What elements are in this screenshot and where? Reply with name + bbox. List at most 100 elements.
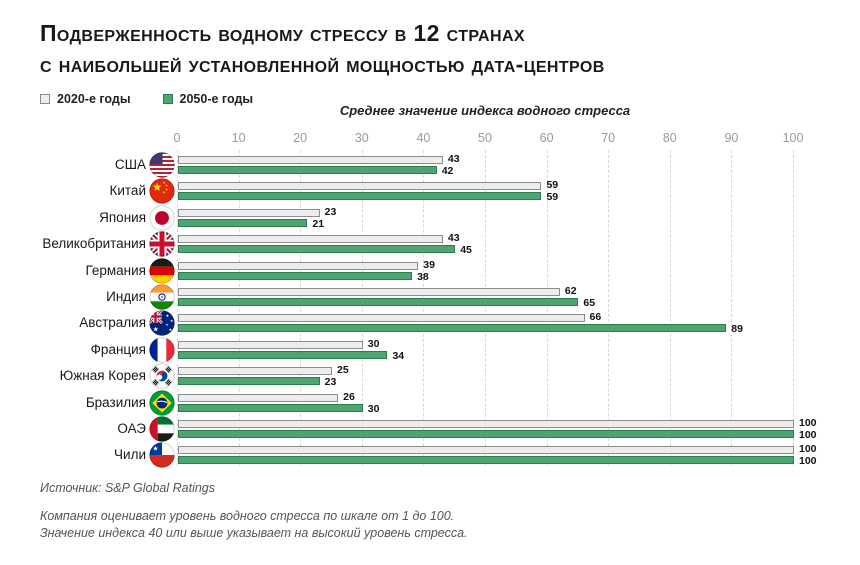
bar-2050s [178,377,320,386]
flag-cn-icon [149,178,175,204]
legend-label-2050s: 2050-е годы [179,92,254,106]
x-axis-tick-label: 60 [539,131,554,145]
bar-value-2050s: 38 [417,270,429,283]
bar-value-2050s: 45 [460,244,472,257]
bar-value-2020s: 100 [799,443,817,456]
bar-value-2020s: 23 [324,205,337,218]
x-axis-tick-label: 70 [601,131,616,145]
flag-de-icon [149,258,175,284]
footnote-line2: Значение индекса 40 или выше указывает н… [40,526,468,540]
x-axis-tick-label: 20 [293,131,308,145]
gridline [546,150,548,466]
flag-au-icon [149,310,175,336]
bar-value-2020s: 43 [447,153,460,165]
country-label: Франция [90,341,146,357]
bar-2050s [178,192,542,201]
bar-2020s [178,340,363,349]
bar-value-2050s: 30 [367,402,380,415]
legend-swatch-2050s-icon [162,94,173,104]
bar-value-2020s: 62 [564,285,577,297]
legend-label-2020s: 2020-е годы [57,92,131,106]
chart-title-line2: с наибольшей установленной мощностью дат… [40,51,605,77]
gridline [608,150,610,466]
bar-2020s [178,182,542,191]
x-axis-tick-label: 30 [354,131,369,145]
country-label: Южная Корея [59,368,146,384]
x-axis-tick-label: 80 [662,131,677,145]
country-label: Германия [85,262,146,278]
country-label: Япония [99,209,146,225]
gridline [731,150,733,466]
x-axis-tick-label: 40 [416,131,431,145]
legend: 2020-е годы 2050-е годы [40,92,253,106]
gridline [177,150,178,466]
bar-value-2050s: 21 [312,217,325,230]
legend-item-2050s: 2050-е годы [162,92,254,106]
country-label: ОАЭ [117,421,146,436]
bar-2020s [178,261,419,270]
bar-value-2020s: 25 [337,364,349,377]
bar-value-2050s: 65 [583,297,596,309]
country-label: Бразилия [85,394,146,410]
gridline [669,150,671,466]
gridline [300,150,302,466]
x-axis-tick-label: 0 [173,131,181,145]
flag-us-icon [149,152,175,178]
bar-value-2020s: 59 [546,179,559,192]
gridline [423,150,425,466]
footnote: Компания оценивает уровень водного стрес… [40,508,468,542]
bar-value-2050s: 42 [441,165,454,177]
bar-2020s [178,288,560,296]
flag-in-icon [149,284,175,310]
gridline [485,150,486,466]
bar-2020s [178,446,794,455]
bar-2020s [178,208,320,217]
bar-2050s [178,245,456,254]
flag-gb-icon [149,231,175,257]
bar-value-2020s: 39 [423,258,435,271]
flag-cl-icon [149,442,175,468]
flag-fr-icon [149,337,175,363]
bar-value-2050s: 34 [392,349,405,362]
bar-value-2020s: 26 [343,390,355,403]
bar-2020s [178,235,443,244]
bar-2050s [178,324,727,333]
gridline [793,150,794,466]
legend-swatch-2020s-icon [40,94,50,104]
bar-value-2020s: 100 [799,417,817,429]
bar-2050s [178,298,579,306]
bar-value-2050s: 89 [731,323,743,336]
bar-2050s [178,218,308,227]
flag-jp-icon [149,205,175,231]
gridline [361,150,363,466]
bar-2050s [178,271,413,280]
country-label: Индия [106,289,146,304]
legend-item-2020s: 2020-е годы [40,92,131,106]
bar-2050s [178,166,437,174]
gridline [238,150,240,466]
bar-value-2020s: 66 [589,311,602,324]
country-label: Великобритания [42,236,146,252]
x-axis-tick-label: 10 [231,131,246,145]
bar-2020s [178,314,585,323]
bar-value-2050s: 59 [546,191,559,204]
bar-value-2050s: 23 [324,376,337,389]
flag-br-icon [149,390,175,416]
bar-value-2020s: 30 [367,337,380,350]
flag-kr-icon [149,363,175,389]
x-axis-tick-label: 100 [782,131,804,145]
source-note: Источник: S&P Global Ratings [40,481,216,495]
bar-2020s [178,420,794,428]
bar-2020s [178,367,332,376]
bar-value-2050s: 100 [799,455,817,468]
chart-title-line1: Подверженность водному стрессу в 12 стра… [40,20,525,46]
bar-2020s [178,393,339,402]
bar-2050s [178,403,363,412]
x-axis-tick-label: 50 [478,131,492,145]
footnote-line1: Компания оценивает уровень водного стрес… [40,509,455,523]
x-axis-title: Среднее значение индекса водного стресса [339,103,631,118]
x-axis-tick-label: 90 [724,131,739,145]
chart-title: Подверженность водному стрессу в 12 стра… [40,18,605,80]
